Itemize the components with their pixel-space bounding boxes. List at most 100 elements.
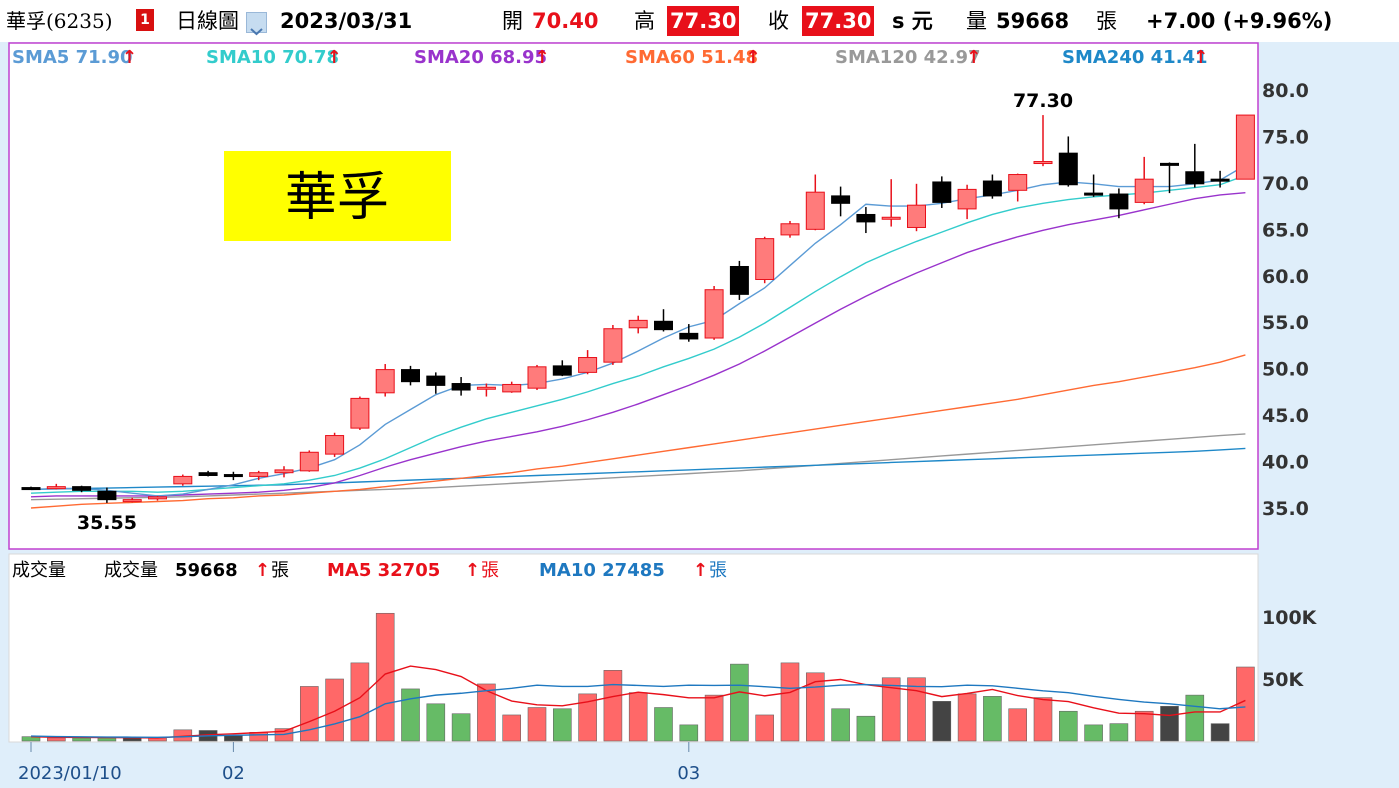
- volume-bar: [350, 662, 370, 742]
- ma5-volume-legend: MA5 32705: [327, 560, 440, 581]
- volume-bar: [1134, 710, 1154, 742]
- candle-body: [97, 490, 117, 501]
- price-tick-label: 40.0: [1262, 452, 1309, 474]
- sma60-line: [30, 354, 1246, 509]
- price-tick-label: 80.0: [1262, 80, 1309, 102]
- volume-unit: 張: [1096, 9, 1117, 33]
- candle-body: [72, 486, 92, 491]
- sma-legend-item: SMA60 51.48: [625, 47, 758, 68]
- volume-bar: [1185, 694, 1205, 742]
- candle-body: [173, 475, 193, 485]
- x-axis-label: 03: [677, 763, 700, 784]
- volume-legend-label: 成交量: [104, 560, 158, 581]
- sma-legend-item: SMA120 42.97: [835, 47, 981, 68]
- candle-body: [1033, 161, 1053, 165]
- volume-value: 59668: [996, 9, 1070, 33]
- volume-bar: [881, 677, 901, 742]
- volume-bar: [1033, 697, 1053, 742]
- volume-bar: [856, 715, 876, 742]
- ma10-volume-arrow: ↑: [693, 560, 708, 581]
- stock-name: 華孚(6235): [6, 9, 113, 33]
- candle-body: [805, 191, 825, 230]
- volume-bar: [552, 708, 572, 742]
- volume-legend-value: 59668: [175, 560, 238, 581]
- candle-body: [907, 204, 926, 228]
- price-tick-label: 45.0: [1262, 405, 1309, 427]
- x-axis-label: 2023/01/10: [18, 763, 122, 784]
- up-arrow-icon: ↑: [746, 47, 761, 68]
- change-value: +7.00 (+9.96%): [1146, 9, 1333, 33]
- volume-bar: [1109, 723, 1129, 742]
- candle-body: [578, 357, 598, 373]
- price-annotation: 35.55: [77, 512, 137, 534]
- volume-bar: [983, 696, 1002, 742]
- volume-bar: [299, 686, 319, 742]
- candle-body: [729, 265, 749, 295]
- candle-body: [274, 469, 294, 474]
- price-tick-label: 75.0: [1262, 126, 1309, 148]
- volume-legend-unit: 張: [271, 560, 289, 581]
- volume-bar: [1084, 724, 1103, 742]
- volume-bar: [502, 714, 522, 742]
- candle-body: [1210, 178, 1230, 182]
- candle-body: [198, 472, 218, 476]
- sma10-line: [30, 174, 1246, 494]
- ma5-volume-unit: 張: [481, 560, 499, 581]
- candle-body: [1185, 171, 1205, 185]
- price-tick-label: 50.0: [1262, 359, 1309, 381]
- price-panel: [8, 42, 1259, 550]
- volume-tick-label: 100K: [1262, 607, 1318, 629]
- candle-body: [552, 365, 572, 376]
- stock-chart: 華孚 SMA5 71.90↑ SMA10 70.78↑ SMA20 68.95↑ SM…: [0, 42, 1399, 788]
- volume-bar: [957, 693, 977, 742]
- candle-body: [527, 366, 547, 389]
- volume-bar: [907, 677, 926, 742]
- high-value: 77.30: [667, 6, 740, 36]
- ma10-volume-line: [30, 683, 1246, 738]
- candle-body: [299, 451, 319, 472]
- candle-body: [1058, 152, 1078, 186]
- open-label: 開: [502, 9, 523, 33]
- volume-legend: 成交量 成交量 59668 ↑ 張 MA5 32705 ↑ 張 MA10 274…: [12, 560, 727, 581]
- up-arrow-icon: ↑: [1193, 47, 1208, 68]
- candle-body: [426, 375, 446, 386]
- volume-bar: [679, 724, 699, 742]
- candle-body: [1235, 114, 1255, 180]
- scroll-strip[interactable]: [1262, 43, 1392, 45]
- volume-bar: [805, 672, 825, 742]
- volume-bar: [325, 678, 344, 742]
- candle-body: [401, 369, 420, 383]
- candle-body: [476, 386, 496, 390]
- candle-body: [957, 188, 977, 210]
- volume-bar: [46, 737, 66, 742]
- candle-body: [502, 383, 522, 393]
- period-dropdown-icon[interactable]: [246, 12, 267, 36]
- volume-bar: [932, 701, 952, 742]
- open-value: 70.40: [532, 9, 599, 33]
- volume-bar: [224, 735, 243, 742]
- volume-bar: [1210, 723, 1230, 742]
- ma5-volume-arrow: ↑: [465, 560, 480, 581]
- candle-body: [1109, 193, 1129, 210]
- candle-body: [1134, 178, 1154, 203]
- candle-body: [1084, 192, 1104, 196]
- header-bar: 華孚(6235) 1 日線圖 2023/03/31 開 70.40 高 77.3…: [0, 0, 1399, 42]
- candle-body: [223, 474, 243, 478]
- volume-bar: [780, 662, 800, 742]
- candle-body: [780, 223, 800, 236]
- high-label: 高: [634, 9, 655, 33]
- candle-body: [1160, 162, 1179, 166]
- date-label: 2023/03/31: [280, 9, 413, 33]
- volume-label: 量: [966, 9, 987, 33]
- candle-body: [1008, 174, 1028, 191]
- up-arrow-icon: ↑: [535, 47, 550, 68]
- candle-body: [451, 383, 471, 391]
- volume-bar: [1059, 710, 1078, 742]
- stock-badge[interactable]: 1: [136, 9, 154, 31]
- candle-body: [679, 332, 699, 340]
- candle-body: [603, 328, 623, 363]
- volume-title: 成交量: [12, 560, 66, 581]
- volume-bar: [628, 692, 648, 742]
- ma5-volume-line: [30, 665, 1246, 739]
- volume-bar: [578, 693, 597, 742]
